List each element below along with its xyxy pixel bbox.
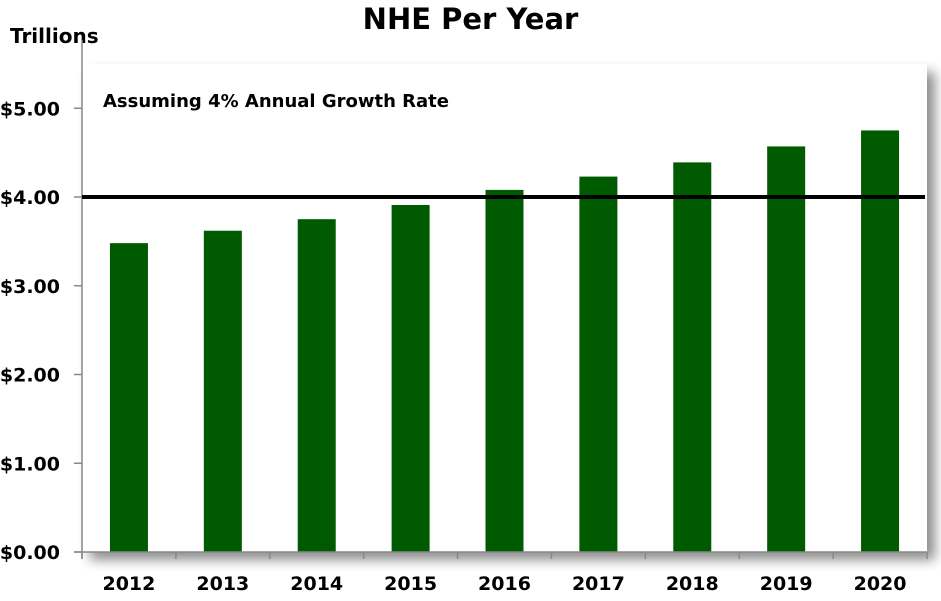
bar-2012 bbox=[109, 243, 148, 552]
y-tick-label: $0.00 bbox=[0, 542, 60, 564]
bar-2020 bbox=[861, 130, 900, 552]
bar-2017 bbox=[579, 176, 618, 552]
y-tick-label: $2.00 bbox=[0, 365, 60, 387]
y-tick-label: $3.00 bbox=[0, 276, 60, 298]
y-tick-label: $1.00 bbox=[0, 453, 60, 475]
x-tick-label: 2019 bbox=[760, 573, 813, 595]
x-tick-label: 2013 bbox=[196, 573, 249, 595]
x-tick-label: 2012 bbox=[102, 573, 155, 595]
bar-2014 bbox=[297, 219, 336, 552]
x-tick-label: 2015 bbox=[384, 573, 437, 595]
x-tick-label: 2020 bbox=[854, 573, 907, 595]
bar-2013 bbox=[203, 230, 242, 552]
x-tick-label: 2014 bbox=[290, 573, 343, 595]
x-tick-label: 2016 bbox=[478, 573, 531, 595]
bar-2018 bbox=[673, 162, 712, 552]
y-tick-label: $5.00 bbox=[0, 98, 60, 120]
y-tick-label: $4.00 bbox=[0, 187, 60, 209]
bar-2019 bbox=[767, 146, 806, 552]
annotation-text: Assuming 4% Annual Growth Rate bbox=[103, 91, 449, 112]
bar-2015 bbox=[391, 204, 430, 553]
bar-2016 bbox=[485, 189, 524, 552]
y-axis-label: Trillions bbox=[10, 24, 99, 48]
chart-title: NHE Per Year bbox=[362, 2, 579, 36]
x-tick-label: 2018 bbox=[666, 573, 719, 595]
x-tick-label: 2017 bbox=[572, 573, 625, 595]
